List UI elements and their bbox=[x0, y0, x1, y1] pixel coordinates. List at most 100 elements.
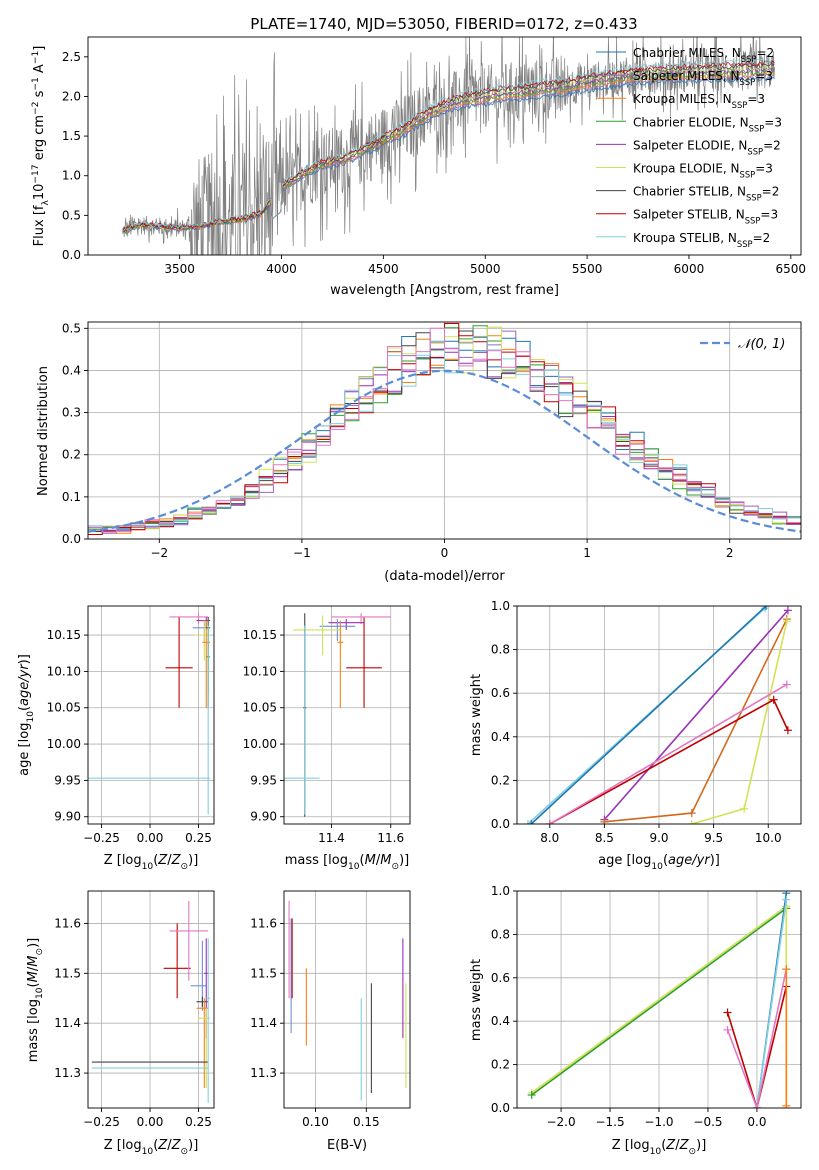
plot-area bbox=[284, 613, 391, 817]
y-tick-label: 10.00 bbox=[243, 737, 277, 751]
y-tick-label: 9.95 bbox=[54, 773, 81, 787]
y-tick-label: 1.0 bbox=[62, 169, 81, 183]
text-part: Z [log bbox=[104, 853, 142, 868]
text-part: −2 bbox=[31, 102, 41, 115]
x-tick-label: 5000 bbox=[470, 262, 501, 276]
panel-residuals: −2 −1 0 1 2 0.0 0.1 0.2 0.3 0.4 0.5 𝒩(0, 1) (data-mo… bbox=[36, 321, 802, 584]
plot-area bbox=[288, 900, 407, 1101]
y-tick-label: 0.8 bbox=[491, 927, 510, 941]
x-tick-label: 8.5 bbox=[595, 831, 614, 845]
text-part: ⊙ bbox=[689, 1147, 697, 1157]
legend-label: Chabrier MILES, NSSP=2 bbox=[633, 46, 774, 64]
text-part: mass [log bbox=[26, 999, 41, 1062]
y-axis-label: mass weight bbox=[469, 959, 484, 1041]
y-tick-label: 11.4 bbox=[54, 1016, 81, 1030]
text-part: =3 bbox=[764, 115, 782, 129]
text-part: λ bbox=[41, 200, 51, 206]
data-point bbox=[169, 900, 209, 981]
y-axis-label: mass [log10(M/M⊙)] bbox=[26, 938, 45, 1062]
text-part: )] bbox=[17, 654, 32, 664]
text-part: Z bbox=[171, 1138, 182, 1153]
text-part: / bbox=[167, 1138, 172, 1153]
y-tick-label: 0.6 bbox=[491, 686, 510, 700]
text-part: age/yr bbox=[668, 853, 711, 868]
x-tick-label: 6500 bbox=[776, 262, 807, 276]
legend-label: Salpeter STELIB, NSSP=3 bbox=[633, 208, 778, 226]
data-point bbox=[292, 615, 341, 656]
text-part: ⊙ bbox=[181, 862, 189, 872]
y-tick-label: 11.6 bbox=[250, 916, 277, 930]
text-part: 10 bbox=[26, 711, 36, 723]
text-part: Chabrier ELODIE, N bbox=[633, 115, 749, 129]
x-tick-label: 3500 bbox=[164, 262, 195, 276]
text-part: age [log bbox=[598, 853, 651, 868]
text-part: Kroupa ELODIE, N bbox=[633, 162, 740, 176]
x-tick-label: 5500 bbox=[572, 262, 603, 276]
text-part: Salpeter ELODIE, N bbox=[633, 138, 747, 152]
x-tick-label: 4000 bbox=[266, 262, 297, 276]
text-part: 10 bbox=[35, 987, 45, 999]
text-part: =3 bbox=[760, 208, 778, 222]
series-line bbox=[726, 986, 788, 1108]
model-spectrum-salpeter-stelib bbox=[122, 60, 775, 233]
y-tick-label: 2.5 bbox=[62, 50, 81, 64]
text-part: ⊙ bbox=[35, 948, 45, 956]
text-part: −1 bbox=[31, 77, 41, 90]
y-axis-label: Flux [fλ10−17 erg cm−2 s−1 A−1] bbox=[31, 46, 51, 247]
panel-age_vs_mass: 11.4 11.6 9.90 9.95 10.00 10.05 10.10 10.15 mass… bbox=[243, 605, 411, 872]
text-part: mass [log bbox=[285, 853, 348, 868]
text-part: )] bbox=[710, 853, 720, 868]
panels: 3500 4000 4500 5000 5500 6000 6500 0.0 0.5 1.0 1.5… bbox=[17, 36, 807, 1157]
y-tick-label: 0.0 bbox=[491, 817, 510, 831]
text-part: M bbox=[26, 971, 41, 982]
text-part: 10 bbox=[32, 184, 47, 201]
plot-area bbox=[88, 613, 211, 815]
histogram-series bbox=[88, 327, 801, 533]
data-point bbox=[284, 625, 320, 815]
y-tick-label: 2.0 bbox=[62, 89, 81, 103]
x-tick-label: 0.0 bbox=[747, 1115, 766, 1129]
y-axis-label: age [log10(age/yr)] bbox=[17, 654, 36, 776]
x-tick-label: −2 bbox=[150, 546, 168, 560]
text-part: Salpeter MILES, N bbox=[633, 69, 740, 83]
text-part: =2 bbox=[753, 231, 771, 245]
x-tick-label: 0.15 bbox=[353, 1115, 380, 1129]
data-point bbox=[206, 938, 211, 1104]
x-tick-label: −1 bbox=[293, 546, 311, 560]
x-tick-label: 11.4 bbox=[318, 831, 345, 845]
panel-weight_vs_Z: −2.0 −1.5 −1.0 −0.5 0.0 0.0 0.2 0.4 0.6 0.8 1.0 Z [… bbox=[469, 884, 802, 1157]
y-tick-label: 10.15 bbox=[47, 628, 81, 642]
y-tick-label: 0.1 bbox=[62, 490, 81, 504]
text-part: age [log bbox=[17, 723, 32, 776]
text-part: ( bbox=[663, 853, 668, 868]
series-line bbox=[603, 609, 789, 821]
panel-weight_vs_age: 8.0 8.5 9.0 9.5 10.0 0.0 0.2 0.4 0.6 0.8 1.0 age [l… bbox=[469, 599, 802, 872]
text-part: / bbox=[167, 853, 172, 868]
y-tick-label: 10.10 bbox=[47, 664, 81, 678]
series-line bbox=[726, 968, 788, 1108]
x-tick-label: −0.25 bbox=[83, 1115, 120, 1129]
x-tick-label: 0.25 bbox=[185, 831, 212, 845]
legend-label: Kroupa MILES, NSSP=3 bbox=[633, 92, 765, 110]
text-part: age/yr bbox=[17, 663, 32, 706]
legend: Chabrier MILES, NSSP=2 Salpeter MILES, N S… bbox=[596, 46, 782, 249]
text-part: SSP bbox=[740, 170, 756, 180]
text-part: Z bbox=[171, 853, 182, 868]
y-tick-label: 11.3 bbox=[54, 1066, 81, 1080]
x-tick-label: 9.0 bbox=[649, 831, 668, 845]
figure-title: PLATE=1740, MJD=53050, FIBERID=0172, z=0… bbox=[250, 15, 637, 33]
axes-frame bbox=[87, 36, 802, 256]
text-part: M bbox=[26, 956, 41, 967]
y-tick-label: 0.8 bbox=[491, 643, 510, 657]
text-part: Z [log bbox=[104, 1138, 142, 1153]
text-part: =3 bbox=[755, 162, 773, 176]
text-part: Z bbox=[665, 1138, 676, 1153]
y-tick-label: 1.0 bbox=[491, 599, 510, 613]
data-point bbox=[346, 616, 382, 708]
series bbox=[527, 606, 771, 824]
series-line bbox=[549, 683, 788, 824]
series bbox=[782, 965, 791, 1108]
text-part: ( bbox=[26, 982, 41, 987]
